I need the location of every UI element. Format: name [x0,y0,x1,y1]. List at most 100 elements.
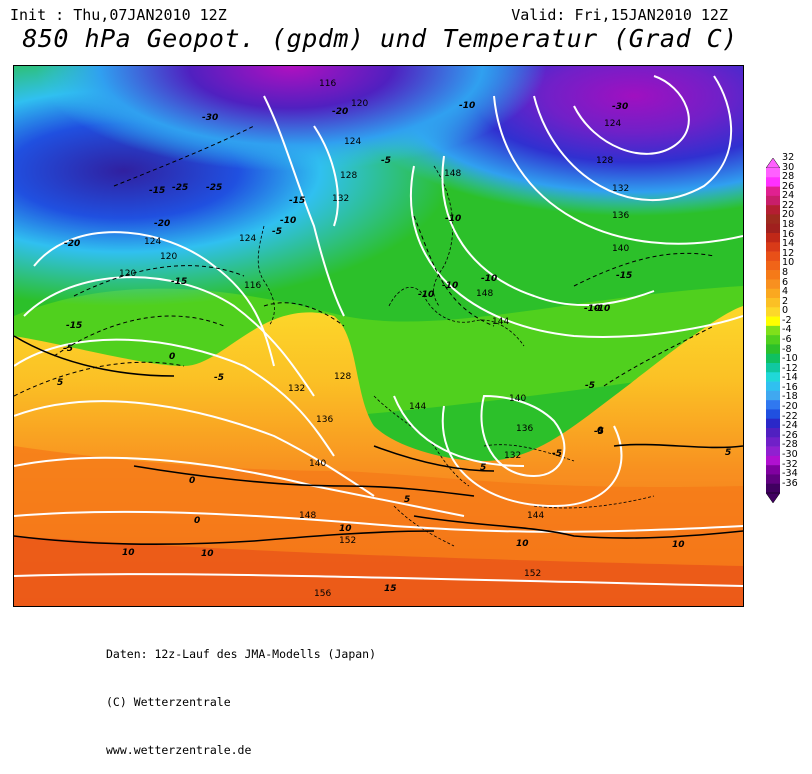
colorbar-swatch [766,465,780,475]
temp-label: -15 [616,271,632,281]
gp-label: 144 [409,402,426,412]
gp-label: 124 [239,234,256,244]
coastlines [257,165,655,547]
colorbar-tick-label: -16 [782,381,798,393]
gp-label: 144 [527,511,544,521]
colorbar-swatch [766,372,780,382]
temp-label: -15 [66,321,82,331]
colorbar-swatch [766,168,780,178]
gp-label: 128 [596,156,613,166]
temperature-isolines [14,125,715,397]
gp-label: 132 [288,384,305,394]
gp-label: 148 [444,169,461,179]
footer-copyright: (C) Wetterzentrale [106,695,231,709]
temp-label: -25 [206,183,222,193]
colorbar-swatch [766,298,780,308]
colorbar-swatch [766,195,780,206]
gp-label: 136 [516,424,533,434]
temp-label: 0 [194,516,200,526]
gp-label: 120 [351,99,368,109]
colorbar-swatch [766,214,780,225]
colorbar-tick-label: -36 [782,477,798,489]
temp-label: -10 [418,290,434,300]
gp-label: 128 [334,372,351,382]
temperature-colorbar [766,158,780,503]
colorbar-tick-label: 26 [782,180,795,192]
colorbar-swatch [766,409,780,420]
temp-label: -5 [214,373,224,383]
colorbar-tick-label: -6 [782,333,792,345]
gp-label: 128 [340,171,357,181]
footer: Daten: 12z-Lauf des JMA-Modells (Japan) … [106,614,376,774]
gp-label: 116 [319,79,336,89]
gp-label: 148 [476,289,493,299]
colorbar-tick-label: -26 [782,429,798,441]
gp-label: 136 [612,211,629,221]
chart-title: 850 hPa Geopot. (gpdm) und Temperatur (G… [22,24,738,53]
geopotential-isolines [14,75,743,587]
gp-label: 124 [344,137,361,147]
temp-label: -10 [459,101,475,111]
temp-label: -5 [63,344,73,354]
colorbar-swatch [766,205,780,215]
gp-label: 152 [524,569,541,579]
colorbar-swatch [766,279,780,290]
temp-label: 0 [189,476,195,486]
footer-website[interactable]: www.wetterzentrale.de [106,743,252,757]
colorbar-swatch [766,288,780,299]
colorbar-tick-label: -30 [782,448,798,460]
colorbar-swatch [766,251,780,262]
gp-label: 140 [612,244,629,254]
colorbar-swatch [766,353,780,364]
colorbar-swatch [766,177,780,187]
colorbar-tick-label: 12 [782,247,795,259]
colorbar-tick-label: 6 [782,276,789,288]
colorbar-tick-label: -12 [782,362,798,374]
colorbar-tick-label: 8 [782,266,789,278]
temp-label: 10 [516,539,529,549]
colorbar-tick-label: 4 [782,286,789,298]
temp-label: -5 [272,227,282,237]
colorbar-tick-label: -32 [782,458,798,470]
weather-map: 116 120 124 128 132 136 140 144 148 152 … [13,65,744,607]
colorbar-swatch [766,363,780,373]
colorbar-tick-label: 14 [782,238,795,250]
gp-label: 140 [309,459,326,469]
colorbar-tick-label: 20 [782,209,795,221]
colorbar-tick-label: -20 [782,401,798,413]
colorbar-tick-label: 30 [782,161,795,173]
temp-label: 5 [404,495,410,505]
temp-label: -20 [64,239,80,249]
colorbar-tick-label: -10 [782,353,798,365]
colorbar-swatch [766,418,780,429]
temp-label: 10 [201,549,214,559]
colorbar-tick-label: -8 [782,343,792,355]
temp-label: -10 [594,304,610,314]
temp-label: -15 [149,186,165,196]
init-time: Init : Thu,07JAN2010 12Z [10,6,227,24]
temp-label: 0 [169,352,175,362]
colorbar-tick-label: 18 [782,219,795,231]
colorbar-swatch [766,400,780,410]
colorbar-swatch [766,242,780,252]
temp-label: -30 [202,113,218,123]
temp-label: -10 [442,281,458,291]
gp-label: 148 [299,511,316,521]
gp-label: 152 [339,536,356,546]
gp-label: 120 [160,252,177,262]
valid-time: Valid: Fri,15JAN2010 12Z [511,6,728,24]
colorbar-swatch [766,307,780,317]
temp-label: -10 [481,274,497,284]
gp-label: 132 [332,194,349,204]
colorbar-swatch [766,428,780,438]
colorbar-swatch [766,483,780,494]
colorbar-swatch [766,260,780,271]
colorbar-swatch [766,270,780,280]
colorbar-tick-label: -24 [782,420,798,432]
colorbar-tick-label: -28 [782,439,798,451]
temperature-labels: -30 -20 -10 -30 -25 -25 -15 -15 -20 -20 … [57,101,731,594]
colorbar-tick-label: -14 [782,372,798,384]
temp-label: 10 [122,548,135,558]
warm-temperature-isolines [14,335,743,546]
gp-label: 120 [119,269,136,279]
